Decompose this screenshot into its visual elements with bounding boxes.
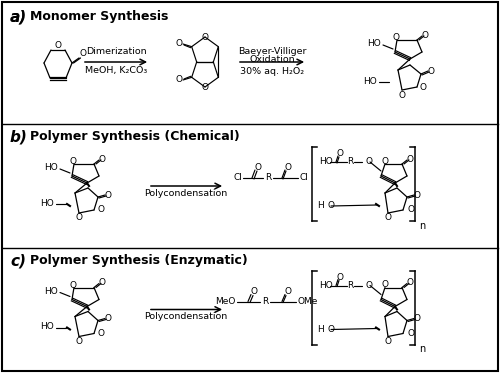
Text: O: O xyxy=(398,91,406,100)
Text: MeOH, K₂CO₃: MeOH, K₂CO₃ xyxy=(85,66,147,75)
Text: O: O xyxy=(336,273,344,282)
Text: HO: HO xyxy=(40,198,54,207)
Text: HO: HO xyxy=(363,78,377,87)
Text: O: O xyxy=(420,82,427,91)
Text: O: O xyxy=(70,281,76,290)
Text: O: O xyxy=(365,281,372,290)
Text: O: O xyxy=(407,329,414,338)
Text: Monomer Synthesis: Monomer Synthesis xyxy=(30,10,168,23)
Text: O: O xyxy=(328,325,335,334)
Text: O: O xyxy=(406,154,414,163)
Text: O: O xyxy=(382,280,388,289)
Text: O: O xyxy=(176,75,182,85)
Text: O: O xyxy=(176,40,182,48)
Text: HO: HO xyxy=(44,287,58,296)
Text: R: R xyxy=(347,281,353,290)
Text: b): b) xyxy=(10,130,28,145)
Text: a): a) xyxy=(10,10,26,25)
Text: Baeyer-Villiger: Baeyer-Villiger xyxy=(238,47,306,56)
Text: O: O xyxy=(54,41,62,50)
Text: Polycondensation: Polycondensation xyxy=(144,188,228,197)
Text: OMe: OMe xyxy=(298,297,318,306)
Text: O: O xyxy=(202,32,208,41)
Text: O: O xyxy=(254,163,262,172)
Text: O: O xyxy=(382,157,388,166)
Text: O: O xyxy=(202,82,208,91)
Text: O: O xyxy=(284,287,292,296)
Text: O: O xyxy=(250,287,258,296)
Text: O: O xyxy=(414,191,420,200)
Text: Cl: Cl xyxy=(300,173,309,182)
Text: 30% aq. H₂O₂: 30% aq. H₂O₂ xyxy=(240,66,304,75)
Text: H: H xyxy=(318,201,324,210)
Text: O: O xyxy=(414,314,420,323)
Text: R: R xyxy=(262,297,268,306)
Text: HO: HO xyxy=(44,163,58,172)
Text: HO: HO xyxy=(367,40,381,48)
Text: Oxidation: Oxidation xyxy=(249,54,295,63)
Text: O: O xyxy=(98,329,105,338)
Text: HO: HO xyxy=(40,322,54,331)
Text: O: O xyxy=(407,206,414,214)
Text: Polymer Synthesis (Chemical): Polymer Synthesis (Chemical) xyxy=(30,130,240,143)
Text: Polymer Synthesis (Enzymatic): Polymer Synthesis (Enzymatic) xyxy=(30,254,248,267)
Text: O: O xyxy=(328,201,335,210)
Text: O: O xyxy=(392,34,400,43)
Text: O: O xyxy=(104,191,112,200)
Text: O: O xyxy=(422,31,428,40)
Text: O: O xyxy=(365,157,372,166)
Text: a): a) xyxy=(10,10,27,25)
Text: O: O xyxy=(384,213,392,223)
Text: R: R xyxy=(265,173,271,182)
Text: O: O xyxy=(336,150,344,159)
Text: O: O xyxy=(80,50,86,59)
Text: HO: HO xyxy=(319,281,333,290)
Text: Polycondensation: Polycondensation xyxy=(144,312,228,321)
Text: O: O xyxy=(70,157,76,166)
Text: O: O xyxy=(76,337,82,346)
Text: O: O xyxy=(384,337,392,346)
Text: O: O xyxy=(104,314,112,323)
Text: R: R xyxy=(347,157,353,166)
Text: O: O xyxy=(98,154,105,163)
Text: n: n xyxy=(419,221,425,231)
Text: HO: HO xyxy=(319,157,333,166)
Text: c): c) xyxy=(10,254,26,269)
Text: O: O xyxy=(98,206,105,214)
Text: O: O xyxy=(428,66,434,75)
Text: H: H xyxy=(318,325,324,334)
Text: O: O xyxy=(284,163,292,172)
Text: Dimerization: Dimerization xyxy=(86,47,146,56)
Text: MeO: MeO xyxy=(216,297,236,306)
Text: O: O xyxy=(76,213,82,223)
Text: n: n xyxy=(419,345,425,354)
Text: O: O xyxy=(98,278,105,287)
Text: O: O xyxy=(406,278,414,287)
Text: Cl: Cl xyxy=(233,173,242,182)
